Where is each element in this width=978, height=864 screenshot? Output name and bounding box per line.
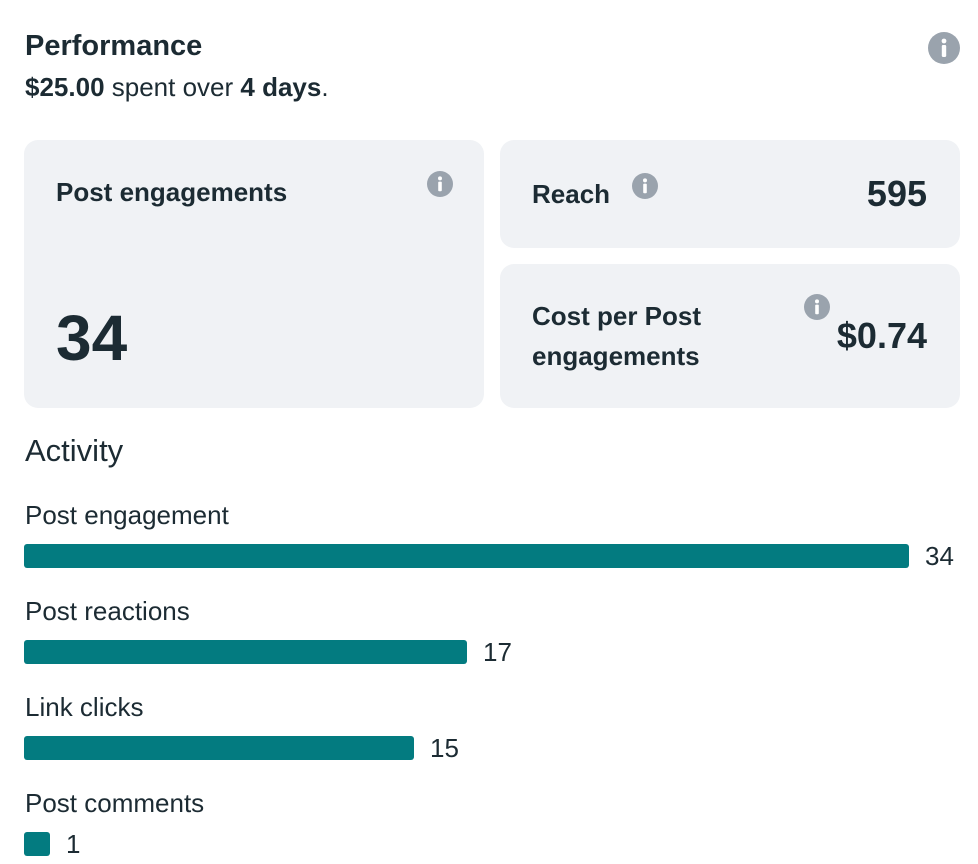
cost-per-engagement-value: $0.74 (836, 315, 927, 356)
post-engagements-value: 34 (56, 302, 128, 374)
info-icon[interactable] (928, 32, 960, 64)
spent-text: spent over (104, 72, 241, 102)
spent-amount: $25.00 (25, 72, 105, 102)
activity-bar (24, 640, 467, 664)
spent-days: 4 days (240, 72, 322, 102)
activity-value: 17 (483, 637, 512, 667)
activity-bar (24, 832, 50, 856)
info-icon[interactable] (804, 294, 830, 320)
activity-value: 1 (66, 829, 81, 859)
reach-value: 595 (866, 173, 927, 214)
post-engagements-card: Post engagements 34 (24, 140, 484, 408)
post-engagements-label: Post engagements (56, 177, 288, 207)
info-icon[interactable] (632, 173, 658, 199)
spent-period: . (321, 72, 329, 102)
activity-bar (24, 736, 414, 760)
cost-per-engagement-card: Cost per Post engagements $0.74 (500, 264, 960, 408)
activity-bar (24, 544, 909, 568)
performance-summary: $25.00 spent over 4 days. (25, 72, 329, 103)
cost-per-engagement-label: Cost per Post engagements (532, 296, 701, 376)
activity-label: Post comments (25, 788, 205, 818)
reach-label: Reach (532, 179, 611, 209)
activity-label: Link clicks (25, 692, 144, 722)
activity-label: Post engagement (25, 500, 229, 530)
activity-title: Activity (25, 433, 124, 468)
activity-value: 34 (925, 541, 954, 571)
reach-card: Reach 595 (500, 140, 960, 248)
activity-label: Post reactions (25, 596, 190, 626)
activity-value: 15 (430, 733, 459, 763)
performance-title: Performance (25, 30, 203, 62)
cost-label-line1: Cost per Post (532, 301, 702, 331)
cost-label-line2: engagements (532, 341, 700, 371)
info-icon[interactable] (427, 171, 453, 197)
